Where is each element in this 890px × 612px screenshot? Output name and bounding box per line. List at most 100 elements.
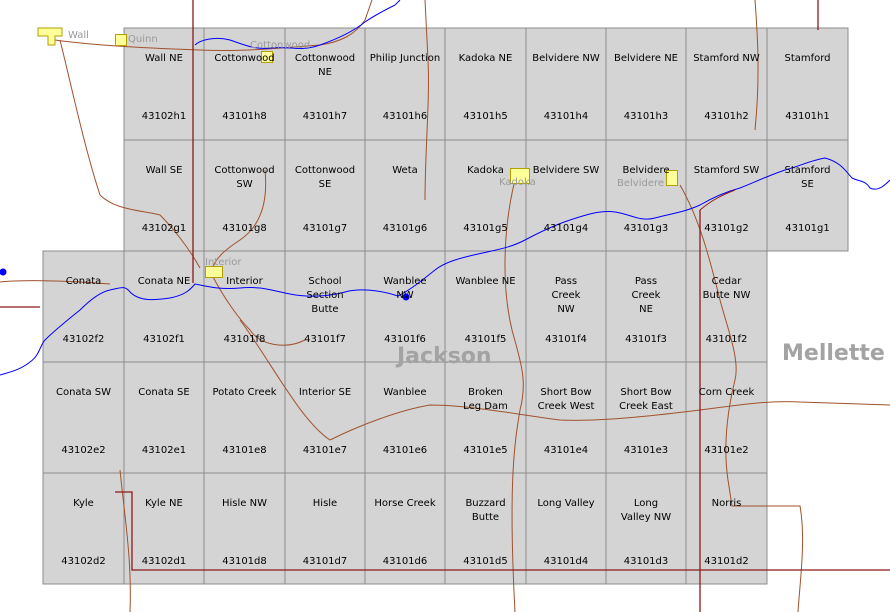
quad-code-cottonwood-se: 43101g7 [302,223,348,234]
quad-name-corn-creek: Corn Creek [698,387,755,398]
quad-name-stamford-sw: Stamford SW [693,165,760,176]
quad-name-wanblee-ne: Wanblee NE [455,276,516,287]
town-label-kadoka: Kadoka [499,177,536,188]
quad-code-norris: 43101d2 [704,556,749,567]
quad-name-philip-junction: Philip Junction [369,53,441,64]
quad-cell-hisle[interactable] [284,472,366,585]
quad-cell-wall-ne[interactable] [123,27,205,141]
road-belvidere-south [679,184,804,612]
quad-code-belvidere: 43101g3 [623,223,669,234]
quad-name-belvidere-ne: Belvidere NE [613,53,678,64]
quad-cell-conata-ne[interactable] [123,250,205,363]
quad-code-pass-creek-nw: 43101f4 [545,334,587,345]
quad-cell-weta[interactable] [364,139,446,252]
quad-name-conata-se: Conata SE [138,387,190,398]
quad-cell-kyle[interactable] [42,472,125,585]
quad-cell-wall-se[interactable] [123,139,205,252]
quad-name-conata-sw: Conata SW [55,387,112,398]
quad-code-stamford-sw: 43101g2 [704,223,749,234]
quad-cell-wanblee-nw[interactable] [364,250,446,363]
quad-cell-school-section-butte[interactable] [284,250,366,363]
road-central [239,319,890,441]
county-label-mellette: Mellette [782,341,885,366]
quad-name-belvidere-nw: Belvidere NW [532,53,600,64]
quad-code-belvidere-sw: 43101g4 [543,223,589,234]
quad-code-potato-creek: 43101e8 [222,445,267,456]
quad-cell-cottonwood-se[interactable] [284,139,366,252]
quad-code-kyle-ne: 43102d1 [141,556,187,567]
quad-cell-belvidere-nw[interactable] [525,27,607,141]
quad-cell-belvidere[interactable] [605,139,687,252]
quad-name-belvidere: Belvidere [622,165,670,176]
quad-cell-kadoka-ne[interactable] [444,27,527,141]
quad-cell-horse-creek[interactable] [364,472,446,585]
quad-name-cottonwood-sw: Cottonwood SW [214,165,275,190]
quad-code-stamford-se: 43101g1 [785,223,830,234]
quad-code-wall-se: 43102g1 [141,223,187,234]
quad-code-hisle-nw: 43101d8 [222,556,267,567]
quad-code-cedar-butte-nw: 43101f2 [705,334,748,345]
white-river [0,157,890,376]
quad-code-kadoka: 43101g5 [463,223,508,234]
town-marker-cottonwood [261,51,273,63]
quad-cell-philip-junction[interactable] [364,27,446,141]
quad-code-long-valley-nw: 43101d3 [623,556,669,567]
quad-code-conata: 43102f2 [62,334,105,345]
quad-code-long-valley: 43101d4 [543,556,589,567]
quad-cell-pass-creek-nw[interactable] [525,250,607,363]
quad-code-stamford-nw: 43101h2 [704,111,749,122]
point-marker-west [0,268,7,276]
quad-name-wanblee: Wanblee [383,387,427,398]
town-label-belvidere: Belvidere [617,178,665,189]
quad-name-long-valley-nw: Long Valley NW [620,498,672,523]
quad-name-norris: Norris [711,498,742,509]
quad-code-corn-creek: 43101e2 [704,445,749,456]
quad-cell-kadoka[interactable] [444,139,527,252]
town-marker-kadoka [510,168,530,184]
quad-code-wanblee: 43101e6 [382,445,428,456]
quad-cell-hisle-nw[interactable] [203,472,286,585]
quad-name-short-bow-creek-west: Short Bow Creek West [537,387,595,412]
quad-name-stamford-se: Stamford SE [784,165,831,190]
quad-code-interior-se: 43101e7 [302,445,348,456]
quad-name-wanblee-nw: Wanblee NW [383,276,427,301]
point-marker-wanblee [402,293,410,301]
river-north-branch [194,0,401,49]
road-interior-east [211,274,306,346]
quad-cell-conata-se[interactable] [123,361,205,474]
quad-name-short-bow-creek-east: Short Bow Creek East [619,387,673,412]
road-west-1 [0,280,111,285]
quad-name-hisle: Hisle [312,498,338,509]
county-label-jackson: Jackson [397,344,492,369]
quad-name-kyle: Kyle [73,498,94,509]
quad-name-stamford: Stamford [784,53,831,64]
quad-cell-interior-se[interactable] [284,361,366,474]
quad-code-cottonwood-ne: 43101h7 [302,111,348,122]
quad-name-school-section-butte: School Section Butte [306,276,344,315]
quad-cell-long-valley[interactable] [525,472,607,585]
road-kadoka-south [504,179,524,612]
quad-code-weta: 43101g6 [382,223,428,234]
quad-code-kadoka-ne: 43101h5 [463,111,508,122]
quad-name-kadoka: Kadoka [467,165,504,176]
road-kyle-south [119,469,131,612]
quad-name-long-valley: Long Valley [537,498,595,509]
town-label-quinn: Quinn [128,34,158,45]
wall-town-shape [37,27,63,46]
quad-cell-cottonwood[interactable] [203,27,286,141]
quad-code-school-section-butte: 43101f7 [304,334,346,345]
quad-code-pass-creek-ne: 43101f3 [625,334,667,345]
town-marker-quinn [115,34,127,46]
quad-cell-short-bow-creek-east[interactable] [605,361,687,474]
town-label-wall: Wall [68,30,89,41]
quad-name-cottonwood-ne: Cottonwood NE [294,53,356,78]
quad-code-wall-ne: 43102h1 [141,111,187,122]
quad-cell-stamford-se[interactable] [766,139,849,252]
quad-cell-conata-sw[interactable] [42,361,125,474]
quad-name-conata-ne: Conata NE [137,276,191,287]
quad-name-wall-ne: Wall NE [145,53,183,64]
quad-cell-kyle-ne[interactable] [123,472,205,585]
quad-cell-stamford-nw[interactable] [685,27,768,141]
road-to-stamford [754,0,759,131]
